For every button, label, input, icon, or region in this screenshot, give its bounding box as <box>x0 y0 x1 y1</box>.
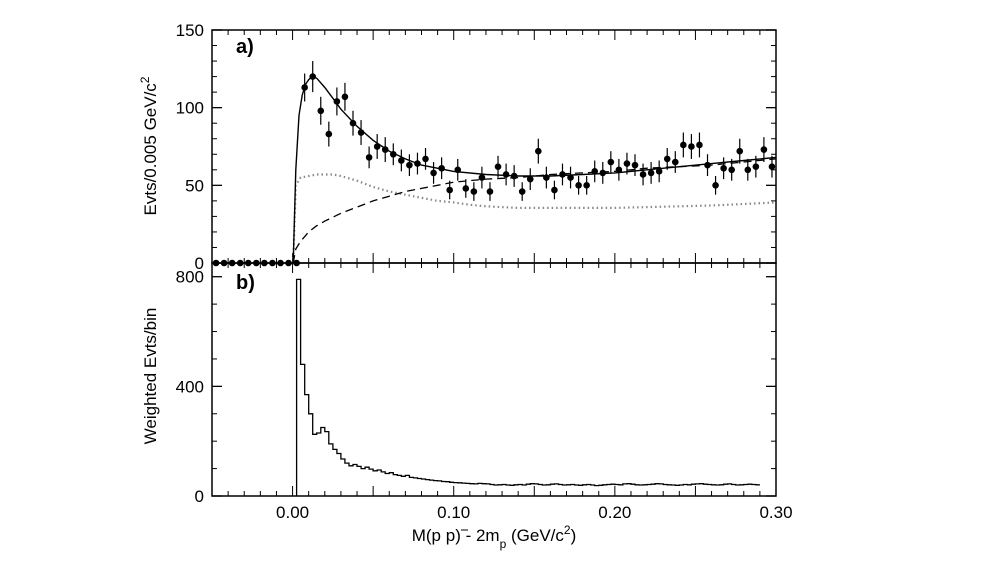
data-point <box>381 146 389 153</box>
y-tick-label: 400 <box>176 377 204 396</box>
data-point <box>486 188 494 195</box>
background-dashed-curve <box>292 158 777 264</box>
panel-a-ylabel: Evts/0.005 GeV/c2 <box>138 76 160 215</box>
data-point <box>462 185 470 192</box>
data-point <box>575 182 582 189</box>
data-point <box>631 161 639 169</box>
data-point <box>591 168 599 175</box>
data-point <box>559 171 566 178</box>
y-tick-label: 800 <box>176 268 204 287</box>
data-point <box>688 143 695 150</box>
y-tick-label: 100 <box>176 99 204 118</box>
data-point <box>526 175 534 183</box>
data-point <box>535 147 542 155</box>
data-point <box>744 166 752 174</box>
panel-a: a) Evts/0.005 GeV/c2 0 50 100 150 <box>138 21 777 273</box>
y-tick-label: 150 <box>176 21 204 40</box>
data-point <box>680 141 687 149</box>
y-tick-label: 0 <box>195 487 204 506</box>
panel-b-x-axis: 0.00 0.10 0.20 0.30 <box>211 263 793 522</box>
data-point <box>357 129 365 136</box>
data-point <box>607 158 615 166</box>
panel-b-y-axis: 0 400 800 <box>176 268 776 506</box>
data-point <box>760 146 768 153</box>
data-point <box>494 163 502 170</box>
data-point <box>414 160 421 167</box>
x-tick-label: 0.00 <box>276 503 309 522</box>
data-point <box>365 154 373 161</box>
panel-b-frame <box>211 262 777 497</box>
data-point <box>341 93 349 101</box>
data-point <box>551 186 558 194</box>
data-point <box>438 164 445 172</box>
panel-a-data-points <box>212 61 776 267</box>
data-point <box>317 107 325 115</box>
signal-dotted-curve <box>292 173 777 264</box>
data-point <box>325 130 333 138</box>
data-point <box>373 143 381 150</box>
y-tick-label: 50 <box>185 176 204 195</box>
data-point <box>333 98 341 105</box>
data-point <box>704 161 711 169</box>
panel-a-x-axis <box>211 30 777 263</box>
data-point <box>349 119 357 127</box>
data-point <box>301 84 308 91</box>
y-tick-label: 0 <box>195 254 204 273</box>
data-point <box>309 73 317 80</box>
data-point <box>671 158 679 166</box>
data-point <box>752 163 760 170</box>
panel-b-label: b) <box>236 272 255 294</box>
data-point <box>623 160 631 167</box>
histogram-step-line <box>295 278 760 496</box>
panel-b-ylabel: Weighted Evts/bin <box>141 308 160 445</box>
data-point <box>736 147 744 155</box>
data-point <box>768 163 776 170</box>
data-point <box>389 150 397 158</box>
total-fit-curve <box>292 75 777 264</box>
data-point <box>696 141 703 149</box>
data-point <box>615 166 623 174</box>
panel-a-label: a) <box>236 36 254 58</box>
x-tick-label: 0.10 <box>437 503 470 522</box>
data-point <box>655 168 663 175</box>
x-tick-label: 0.20 <box>598 503 631 522</box>
data-point <box>583 182 590 189</box>
panel-a-y-axis: 0 50 100 150 <box>176 21 776 273</box>
data-point <box>430 169 437 177</box>
panel-b: b) Weighted Evts/bin 0 400 800 0.00 0.10 0.2… <box>141 262 793 551</box>
data-point <box>398 157 405 164</box>
data-point <box>406 161 413 169</box>
data-point <box>720 164 727 172</box>
data-point <box>422 155 429 163</box>
x-tick-label: 0.30 <box>759 503 792 522</box>
data-point <box>510 172 518 180</box>
data-point <box>599 169 607 177</box>
data-point <box>446 186 453 194</box>
panel-b-histogram <box>295 278 760 496</box>
data-point <box>518 188 526 195</box>
data-point <box>470 188 478 195</box>
panel-a-fit-curves <box>292 75 777 264</box>
data-point <box>647 169 655 177</box>
data-point <box>639 171 647 178</box>
data-point <box>728 166 735 174</box>
data-point <box>502 171 510 178</box>
x-axis-title: M(p p) - 2mp (GeV/c2) <box>412 523 577 551</box>
data-point <box>478 174 486 181</box>
data-point <box>712 182 719 189</box>
data-point <box>454 166 462 174</box>
data-point <box>543 174 550 181</box>
data-point <box>663 155 671 163</box>
data-point <box>567 174 574 181</box>
